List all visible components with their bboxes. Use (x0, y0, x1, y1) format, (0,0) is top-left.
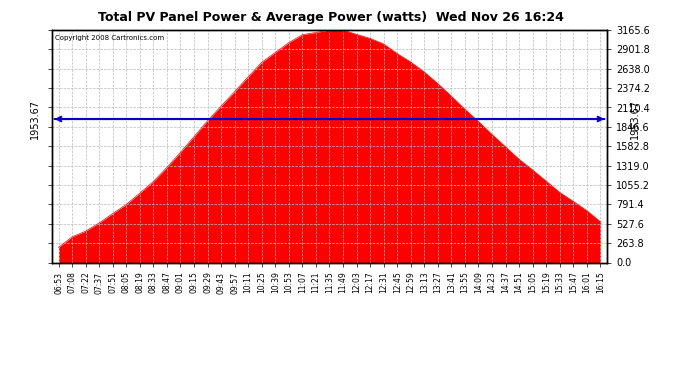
Text: Copyright 2008 Cartronics.com: Copyright 2008 Cartronics.com (55, 34, 164, 40)
Text: Total PV Panel Power & Average Power (watts)  Wed Nov 26 16:24: Total PV Panel Power & Average Power (wa… (98, 11, 564, 24)
Text: 1953.67: 1953.67 (30, 99, 40, 139)
Text: 1953.67: 1953.67 (630, 99, 640, 139)
